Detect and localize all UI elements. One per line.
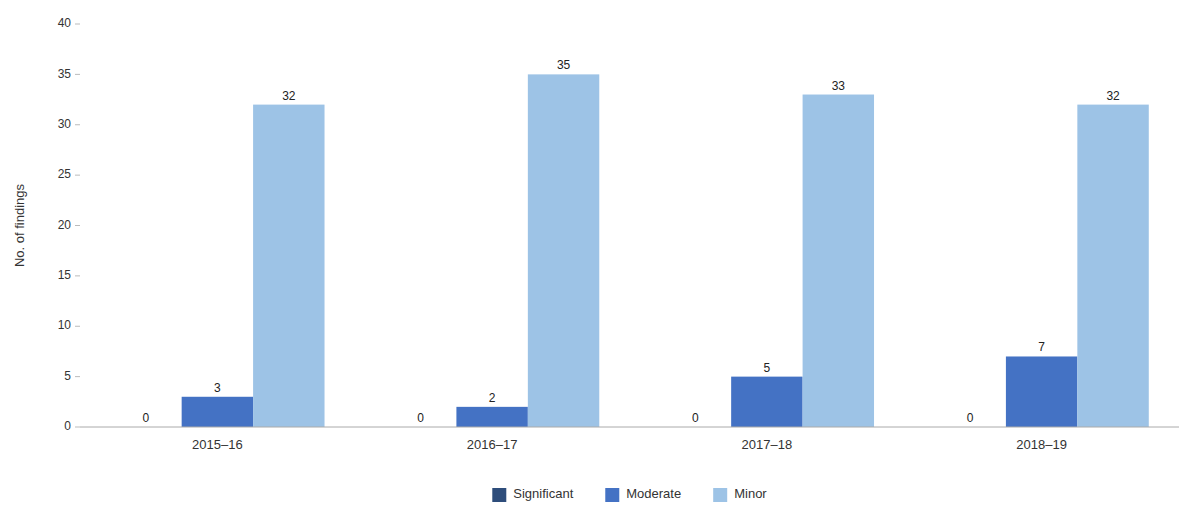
legend: Significant Moderate Minor	[492, 486, 767, 502]
y-tick-label: 10	[58, 318, 72, 332]
y-tick-label: 20	[58, 218, 72, 232]
bar	[731, 377, 802, 427]
y-tick	[75, 124, 80, 125]
bar	[1006, 356, 1077, 427]
data-label: 32	[1106, 89, 1120, 103]
bar	[182, 397, 253, 427]
y-tick-label: 0	[64, 419, 71, 433]
legend-swatch	[605, 488, 619, 502]
x-tick-label: 2018–19	[1016, 437, 1067, 452]
y-tick	[75, 427, 80, 428]
bar	[528, 74, 599, 427]
legend-item: Significant	[492, 486, 573, 502]
data-label: 0	[417, 411, 424, 425]
legend-swatch	[713, 488, 727, 502]
bar	[803, 95, 874, 427]
y-axis: 0 5 10 15 20 25 30 35 40	[58, 16, 80, 433]
bar	[253, 105, 324, 427]
legend-swatch	[492, 488, 506, 502]
y-tick	[75, 74, 80, 75]
data-label: 0	[967, 411, 974, 425]
y-tick	[75, 376, 80, 377]
data-label: 5	[764, 361, 771, 375]
data-label: 0	[692, 411, 699, 425]
y-tick-label: 40	[58, 16, 72, 30]
y-tick-label: 5	[64, 369, 71, 383]
y-tick	[75, 24, 80, 25]
y-tick-label: 30	[58, 117, 72, 131]
x-tick-label: 2016–17	[467, 437, 518, 452]
y-tick	[75, 275, 80, 276]
bars	[182, 74, 1149, 427]
y-tick	[75, 175, 80, 176]
legend-label: Minor	[734, 486, 767, 501]
data-label: 32	[282, 89, 296, 103]
data-label: 35	[557, 58, 571, 72]
y-tick	[75, 225, 80, 226]
y-tick-label: 35	[58, 67, 72, 81]
data-labels: 0000325732353332	[143, 58, 1120, 425]
bar	[1077, 105, 1148, 427]
data-label: 7	[1038, 340, 1045, 354]
legend-label: Significant	[513, 486, 573, 501]
chart-container: 0510152025303540No. of findings000032573…	[0, 0, 1203, 523]
legend-item: Minor	[713, 486, 767, 502]
x-axis: 2015–16 2016–17 2017–18 2018–19	[80, 427, 1179, 452]
legend-label: Moderate	[626, 486, 681, 501]
data-label: 3	[214, 381, 221, 395]
y-tick	[75, 326, 80, 327]
x-tick-label: 2017–18	[742, 437, 793, 452]
y-axis-label: No. of findings	[12, 183, 27, 267]
legend-item: Moderate	[605, 486, 681, 502]
x-axis-line	[80, 427, 1179, 428]
bar	[456, 407, 527, 427]
y-tick-label: 15	[58, 268, 72, 282]
data-label: 33	[832, 79, 846, 93]
data-label: 2	[489, 391, 496, 405]
y-tick-label: 25	[58, 167, 72, 181]
chart-svg: 0510152025303540No. of findings000032573…	[0, 0, 1203, 523]
data-label: 0	[143, 411, 150, 425]
x-tick-label: 2015–16	[192, 437, 243, 452]
